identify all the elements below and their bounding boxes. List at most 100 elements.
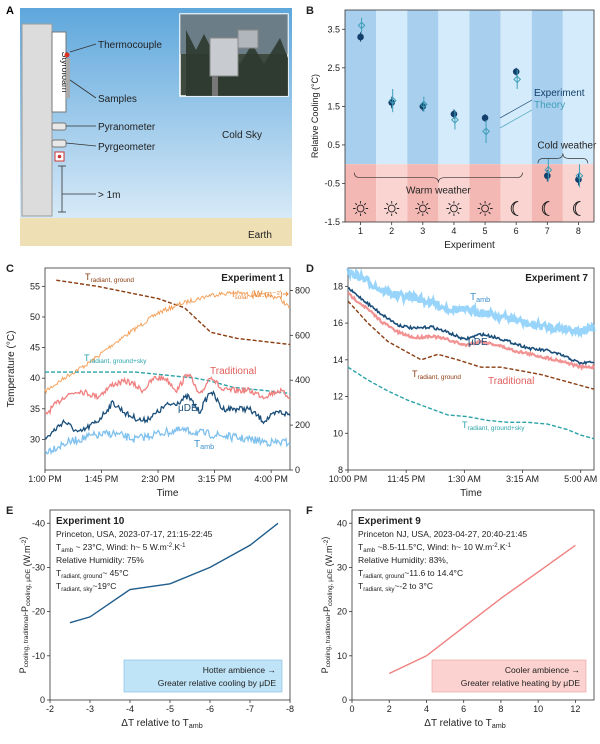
pyrgeometer-device	[51, 139, 67, 148]
panelF-info-humidity: Relative Humidity: 83%,	[358, 555, 448, 565]
panelF-title: Experiment 9	[358, 516, 421, 527]
sun-icon	[387, 204, 396, 213]
theory-point-7	[544, 166, 553, 174]
panelF-y-label-1: 10	[337, 651, 347, 661]
d-y-label-4: 16	[333, 318, 343, 328]
pyrgeometer-label: Pyrgeometer	[98, 142, 156, 153]
d-series-line-2	[347, 291, 596, 372]
panelF-info-tsky: Tradiant, sky~-2 to 3°C	[358, 581, 433, 593]
theory-point-1	[357, 21, 366, 30]
panelE-info-tground: Tradiant, ground~ 45°C	[56, 568, 129, 580]
b-x-label-0: 1	[358, 226, 363, 236]
d-y-label-2: 12	[333, 392, 343, 402]
sun-rays-icon	[415, 201, 431, 216]
thermocouple-dot	[64, 52, 70, 58]
negative-column-bg-4	[438, 164, 470, 222]
panelF-info-tamb: Tamb ~8.5-11.5°C, Wind: h~ 10 W.m-2.K-1	[358, 542, 512, 554]
b-x-label-4: 5	[483, 226, 488, 236]
panelE-series-line	[69, 522, 279, 624]
negative-column-bg-6	[500, 164, 532, 222]
panelE-y-label-3: -30	[32, 562, 45, 572]
sun-rays-icon	[446, 201, 462, 216]
panelE-y-label-4: -40	[32, 518, 45, 528]
experiment-point-5	[481, 114, 489, 122]
b-legend-experiment: Experiment	[534, 88, 585, 99]
b-y-label-5: -1.5	[324, 217, 340, 227]
panel-d-frame	[347, 267, 595, 471]
d-x-label-2: 1:30 AM	[448, 474, 481, 484]
theory-point-8	[575, 171, 584, 180]
pyranometer-label: Pyranometer	[98, 122, 156, 133]
panelE-note-box	[123, 659, 283, 693]
styrofoam-label: Styrofoam	[60, 51, 70, 92]
panel-b-letter: B	[306, 5, 314, 17]
c-y-label-2: 40	[30, 373, 40, 383]
panelF-note-line1: Cooler ambience →	[505, 665, 580, 675]
sun-icon	[356, 204, 365, 213]
sun-icon	[481, 204, 489, 213]
panelF-x-label-3: 6	[461, 704, 466, 714]
panelE-note-line2: Greater relative cooling by μDE	[158, 678, 277, 688]
d-label-tamb: Tamb	[470, 292, 490, 304]
b-x-label-6: 7	[545, 226, 550, 236]
b-legend-theory-leader	[499, 109, 533, 129]
theory-point-3	[419, 100, 428, 109]
c-label-traditional: Traditional	[210, 366, 256, 377]
wall	[21, 23, 53, 217]
b-y-label-2: 1.5	[327, 101, 340, 111]
b-x-label-1: 2	[389, 226, 394, 236]
d-x-label-1: 11:45 PM	[387, 474, 425, 484]
warm-column-bg-8	[562, 10, 594, 165]
panelF-info-tground: Tradiant, ground~11.6 to 14.4°C	[358, 568, 463, 580]
warm-weather-label: Warm weather	[406, 186, 471, 197]
c-y2-label-3: 600	[295, 330, 310, 340]
negative-column-bg-3	[407, 164, 439, 222]
d-label-ude: μDE	[468, 337, 488, 348]
c-xlabel: Time	[157, 488, 179, 499]
panelF-y-label-2: 20	[337, 607, 347, 617]
warm-column-bg-3	[407, 10, 439, 165]
theory-point-2	[388, 96, 397, 105]
experiment-point-1	[357, 33, 364, 41]
c-series-line-4	[44, 389, 291, 440]
c-y-label-0: 30	[30, 434, 40, 444]
panelE-note-line1: Hotter ambience →	[203, 665, 276, 675]
c-series-line-2	[45, 371, 291, 395]
theory-point-4	[451, 115, 459, 124]
c-series-line-3	[44, 373, 291, 416]
cold-weather-bracket	[537, 153, 589, 164]
c-x-label-0: 1:00 PM	[28, 474, 62, 484]
panelF-x-label-1: 2	[387, 704, 392, 714]
panelE-letter: E	[6, 505, 13, 517]
d-xlabel: Time	[460, 488, 482, 499]
panel-d: D 8 10 12 14 16 18 10:00 PM 11:45 PM 1:30 AM 3:15 …	[306, 263, 597, 499]
panelE-x-label-5: -7	[246, 704, 254, 714]
b-x-label-2: 3	[420, 226, 425, 236]
d-y-label-3: 14	[333, 355, 343, 365]
panelE-x-label-0: -2	[46, 704, 54, 714]
panelF-y-label-4: 40	[337, 518, 347, 528]
panelE-y-label-0: 0	[40, 695, 45, 705]
panelE-xlabel: ΔT relative to Tamb	[121, 718, 202, 730]
b-legend-exp-leader	[499, 99, 533, 119]
height-label: > 1m	[98, 190, 121, 201]
c-series-line-1	[44, 289, 291, 395]
d-title: Experiment 7	[525, 273, 588, 284]
c-series-line-0	[56, 279, 291, 346]
c-ylabel: Temperature (°C)	[6, 331, 17, 408]
d-y-label-1: 10	[333, 428, 343, 438]
d-series-line-4	[347, 366, 595, 440]
warm-column-bg-2	[376, 10, 408, 165]
c-x-label-4: 4:00 PM	[254, 474, 288, 484]
panelF-frame	[351, 509, 595, 701]
cold-sky-label: Cold Sky	[222, 130, 262, 141]
panelE-ylabel: Pcooling, traditional-Pcooling, μDE (W.m…	[18, 537, 32, 674]
panelE-y-label-2: -20	[32, 607, 45, 617]
panelF-xlabel: ΔT relative to Tamb	[424, 718, 505, 730]
b-y-label-1: 2.5	[327, 63, 340, 73]
samples-strip	[66, 58, 70, 98]
panelF-note-line2: Greater relative heating by μDE	[461, 678, 581, 688]
setup-photo	[179, 13, 289, 97]
panel-c: C 30 35 40 45 50 55 0 200 400 600 800 1:00 PM 1:45 PM…	[6, 263, 310, 499]
